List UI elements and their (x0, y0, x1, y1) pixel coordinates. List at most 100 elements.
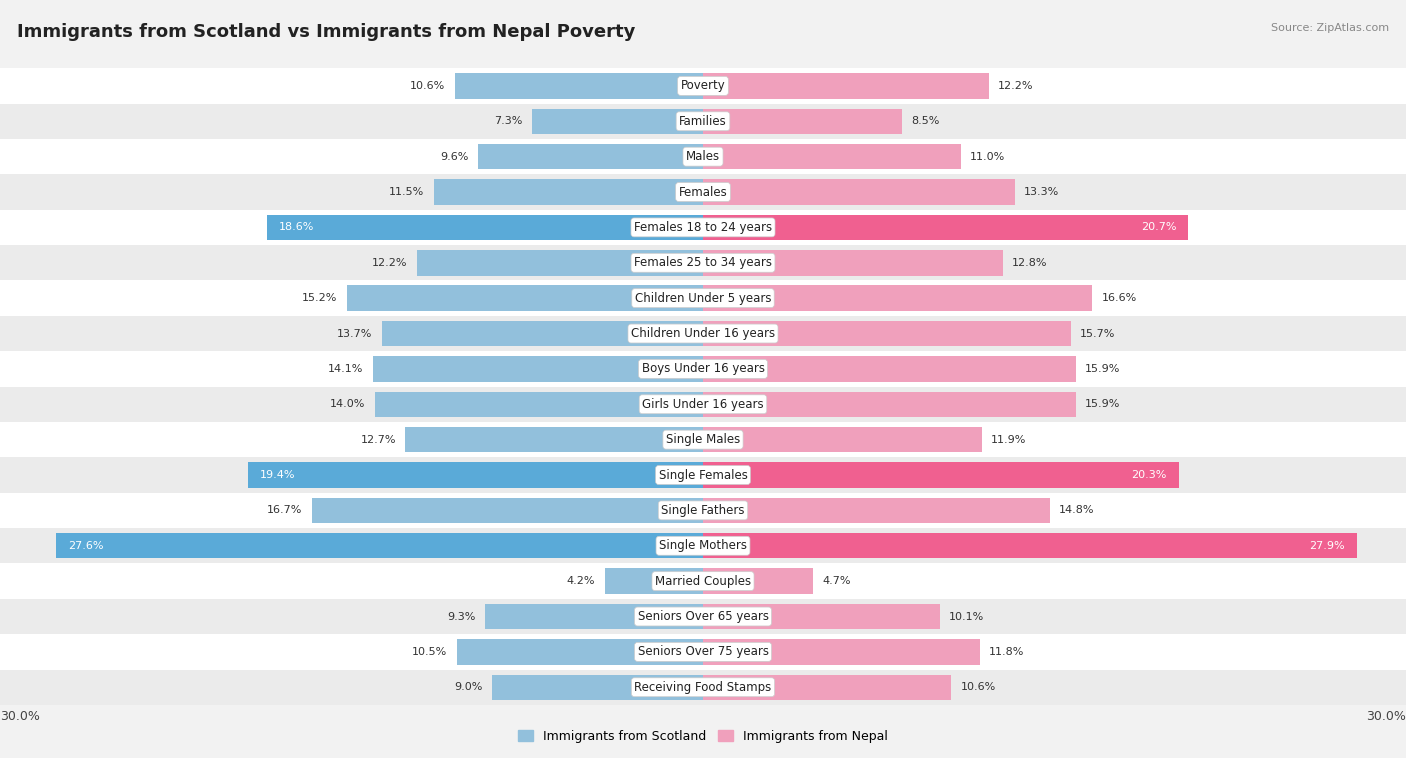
Bar (0, 493, 1406, 528)
Bar (478, 144, 703, 169)
Bar (454, 74, 703, 99)
Text: 19.4%: 19.4% (260, 470, 295, 480)
Text: 18.6%: 18.6% (278, 222, 314, 233)
Text: 30.0%: 30.0% (1367, 710, 1406, 723)
Text: 7.3%: 7.3% (494, 116, 523, 127)
Text: 15.9%: 15.9% (1085, 364, 1121, 374)
Legend: Immigrants from Scotland, Immigrants from Nepal: Immigrants from Scotland, Immigrants fro… (513, 725, 893, 748)
Text: Children Under 5 years: Children Under 5 years (634, 292, 772, 305)
Text: 10.6%: 10.6% (411, 81, 446, 91)
Bar (703, 568, 813, 594)
Text: Receiving Food Stamps: Receiving Food Stamps (634, 681, 772, 694)
Bar (703, 604, 939, 629)
Bar (605, 568, 703, 594)
Text: 12.8%: 12.8% (1012, 258, 1047, 268)
Text: 11.0%: 11.0% (970, 152, 1005, 161)
Text: 15.7%: 15.7% (1080, 328, 1115, 339)
Text: Females 25 to 34 years: Females 25 to 34 years (634, 256, 772, 269)
Text: 9.3%: 9.3% (447, 612, 475, 622)
Bar (0, 387, 1406, 422)
Text: Females 18 to 24 years: Females 18 to 24 years (634, 221, 772, 234)
Text: Males: Males (686, 150, 720, 163)
Text: 14.8%: 14.8% (1059, 506, 1095, 515)
Text: 11.9%: 11.9% (991, 434, 1026, 445)
Text: 12.2%: 12.2% (373, 258, 408, 268)
Bar (703, 427, 981, 453)
Bar (0, 634, 1406, 669)
Bar (703, 108, 903, 134)
Bar (0, 280, 1406, 316)
Bar (375, 392, 703, 417)
Text: Seniors Over 75 years: Seniors Over 75 years (637, 645, 769, 659)
Text: Married Couples: Married Couples (655, 575, 751, 587)
Bar (249, 462, 703, 487)
Bar (703, 74, 988, 99)
Bar (703, 180, 1015, 205)
Bar (0, 528, 1406, 563)
Text: 27.9%: 27.9% (1309, 540, 1346, 551)
Text: 15.9%: 15.9% (1085, 399, 1121, 409)
Bar (56, 533, 703, 559)
Text: 14.1%: 14.1% (328, 364, 363, 374)
Bar (0, 599, 1406, 634)
Text: 10.5%: 10.5% (412, 647, 447, 657)
Text: 11.8%: 11.8% (988, 647, 1024, 657)
Text: Single Fathers: Single Fathers (661, 504, 745, 517)
Bar (0, 210, 1406, 245)
Text: 12.7%: 12.7% (360, 434, 396, 445)
Text: 14.0%: 14.0% (330, 399, 366, 409)
Text: 9.0%: 9.0% (454, 682, 482, 692)
Text: 16.7%: 16.7% (267, 506, 302, 515)
Text: Source: ZipAtlas.com: Source: ZipAtlas.com (1271, 23, 1389, 33)
Text: 8.5%: 8.5% (911, 116, 941, 127)
Text: 12.2%: 12.2% (998, 81, 1033, 91)
Bar (312, 498, 703, 523)
Bar (0, 174, 1406, 210)
Text: 9.6%: 9.6% (440, 152, 468, 161)
Text: Children Under 16 years: Children Under 16 years (631, 327, 775, 340)
Bar (703, 639, 980, 665)
Text: 16.6%: 16.6% (1101, 293, 1136, 303)
Text: 4.7%: 4.7% (823, 576, 851, 586)
Bar (0, 422, 1406, 457)
Text: 20.7%: 20.7% (1140, 222, 1177, 233)
Text: Single Males: Single Males (666, 433, 740, 446)
Text: Single Mothers: Single Mothers (659, 539, 747, 553)
Bar (433, 180, 703, 205)
Bar (347, 286, 703, 311)
Bar (703, 392, 1076, 417)
Text: 15.2%: 15.2% (302, 293, 337, 303)
Bar (457, 639, 703, 665)
Bar (703, 462, 1178, 487)
Text: 30.0%: 30.0% (0, 710, 39, 723)
Bar (0, 457, 1406, 493)
Text: 27.6%: 27.6% (67, 540, 104, 551)
Bar (418, 250, 703, 275)
Bar (703, 144, 960, 169)
Text: Girls Under 16 years: Girls Under 16 years (643, 398, 763, 411)
Text: 13.3%: 13.3% (1024, 187, 1059, 197)
Bar (0, 563, 1406, 599)
Bar (382, 321, 703, 346)
Bar (0, 139, 1406, 174)
Text: 10.1%: 10.1% (949, 612, 984, 622)
Bar (405, 427, 703, 453)
Bar (703, 533, 1357, 559)
Bar (703, 356, 1076, 381)
Text: 4.2%: 4.2% (567, 576, 595, 586)
Text: 11.5%: 11.5% (389, 187, 425, 197)
Bar (703, 215, 1188, 240)
Bar (703, 675, 952, 700)
Text: Boys Under 16 years: Boys Under 16 years (641, 362, 765, 375)
Text: Seniors Over 65 years: Seniors Over 65 years (637, 610, 769, 623)
Text: 13.7%: 13.7% (337, 328, 373, 339)
Bar (485, 604, 703, 629)
Bar (703, 250, 1002, 275)
Bar (373, 356, 703, 381)
Bar (0, 104, 1406, 139)
Bar (0, 351, 1406, 387)
Bar (0, 669, 1406, 705)
Text: 20.3%: 20.3% (1132, 470, 1167, 480)
Bar (703, 321, 1071, 346)
Text: Poverty: Poverty (681, 80, 725, 92)
